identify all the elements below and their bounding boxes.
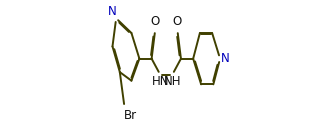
- Text: HN: HN: [151, 75, 169, 88]
- Text: Br: Br: [124, 109, 137, 121]
- Text: N: N: [108, 5, 117, 18]
- Text: NH: NH: [163, 75, 181, 88]
- Text: N: N: [221, 52, 229, 65]
- Text: O: O: [173, 15, 182, 28]
- Text: O: O: [151, 15, 160, 28]
